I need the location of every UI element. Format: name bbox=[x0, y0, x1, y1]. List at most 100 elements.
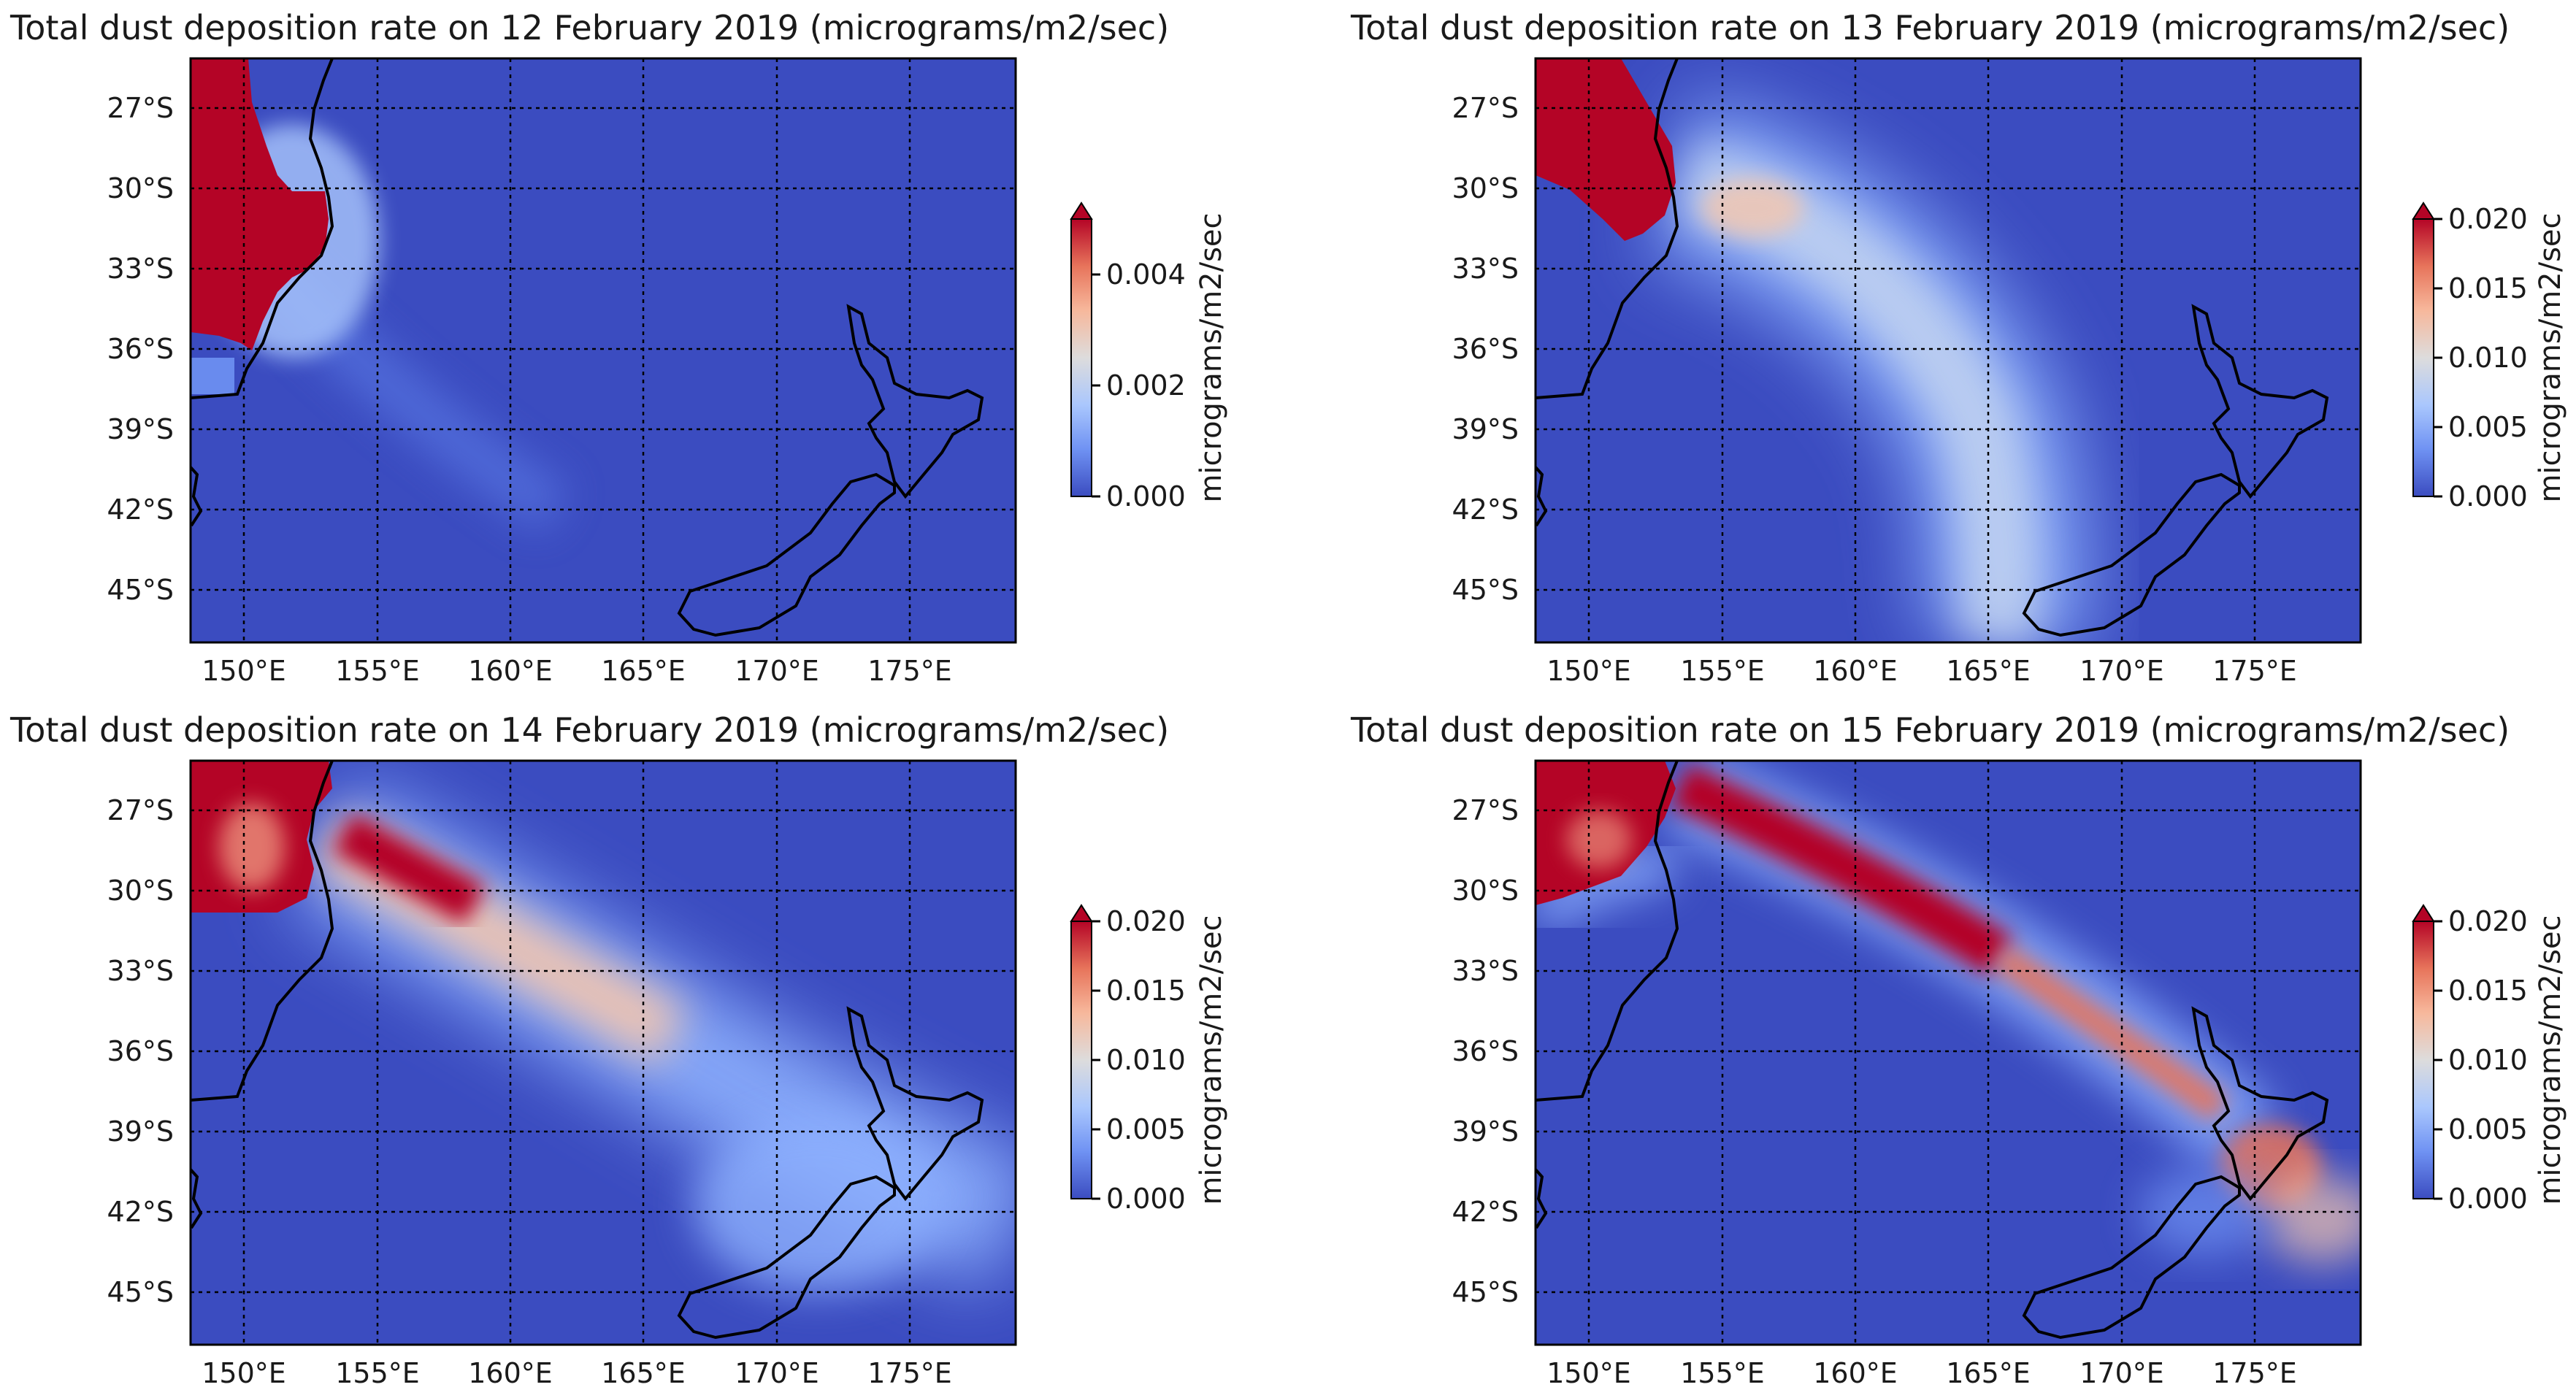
lat-axis-labels: 27°S 30°S 33°S 36°S 39°S 42°S 45°S bbox=[107, 92, 174, 606]
lon-tick: 165°E bbox=[601, 655, 686, 687]
lat-tick: 39°S bbox=[1452, 413, 1519, 445]
lon-tick: 155°E bbox=[335, 1357, 420, 1389]
coastlines bbox=[1536, 761, 2329, 1340]
lat-axis-labels: 27°S 30°S 33°S 36°S 39°S 42°S 45°S bbox=[1452, 92, 1519, 606]
colorbar-label: micrograms/m2/sec bbox=[1195, 915, 1228, 1205]
lon-tick: 170°E bbox=[2079, 655, 2164, 687]
lat-tick: 42°S bbox=[1452, 1196, 1519, 1228]
colorbar: 0.000 0.005 0.010 0.015 0.020 micrograms/m2/… bbox=[2412, 201, 2567, 512]
inland-patch bbox=[219, 803, 285, 891]
colorbar-tick-label: 0.005 bbox=[2448, 1113, 2528, 1145]
colorbar: 0.000 0.005 0.010 0.015 0.020 micrograms/m2/… bbox=[1070, 904, 1228, 1215]
lat-tick: 33°S bbox=[1452, 253, 1519, 285]
lat-tick: 36°S bbox=[1452, 1035, 1519, 1067]
lon-tick: 160°E bbox=[1813, 1357, 1898, 1389]
lat-tick: 45°S bbox=[1452, 1276, 1519, 1308]
lat-tick: 36°S bbox=[107, 333, 174, 365]
colorbar-tick-label: 0.000 bbox=[1106, 480, 1186, 512]
lat-tick: 33°S bbox=[107, 253, 174, 285]
lat-tick: 36°S bbox=[107, 1035, 174, 1067]
lon-tick: 160°E bbox=[468, 655, 553, 687]
colorbar-label: micrograms/m2/sec bbox=[2534, 212, 2567, 502]
lon-tick: 170°E bbox=[735, 1357, 819, 1389]
colorbar-extend-arrow bbox=[1070, 201, 1093, 220]
colorbar-label: micrograms/m2/sec bbox=[1195, 212, 1228, 502]
colorbar-gradient bbox=[1070, 218, 1092, 497]
coastlines bbox=[191, 58, 984, 637]
map-panel-4: Total dust deposition rate on 15 Februar… bbox=[1350, 710, 2567, 1389]
offshore-deposit bbox=[2263, 1175, 2361, 1263]
lon-tick: 150°E bbox=[1546, 655, 1631, 687]
lat-tick: 27°S bbox=[1452, 92, 1519, 124]
panel-title: Total dust deposition rate on 13 Februar… bbox=[1350, 8, 2510, 47]
lon-tick: 175°E bbox=[2212, 1357, 2297, 1389]
colorbar-gradient bbox=[1070, 921, 1092, 1199]
lon-tick: 160°E bbox=[468, 1357, 553, 1389]
lat-axis-labels: 27°S 30°S 33°S 36°S 39°S 42°S 45°S bbox=[1452, 794, 1519, 1308]
plume-saturated bbox=[332, 813, 486, 925]
map-panel-3: Total dust deposition rate on 14 Februar… bbox=[9, 710, 1228, 1389]
lat-tick: 45°S bbox=[107, 574, 174, 606]
plume-saturated bbox=[1669, 763, 2014, 977]
lat-tick: 27°S bbox=[1452, 794, 1519, 826]
colorbar-tick-label: 0.010 bbox=[2448, 342, 2528, 374]
lon-axis-labels: 150°E 155°E 160°E 165°E 170°E 175°E bbox=[202, 655, 952, 687]
graticule bbox=[1536, 761, 2361, 1345]
lon-tick: 170°E bbox=[735, 655, 819, 687]
lon-tick: 155°E bbox=[1680, 1357, 1765, 1389]
lat-tick: 27°S bbox=[107, 92, 174, 124]
lat-tick: 30°S bbox=[1452, 875, 1519, 907]
map-panel-1: Total dust deposition rate on 12 Februar… bbox=[9, 8, 1228, 687]
map-frame bbox=[189, 759, 1017, 1346]
colorbar-extend-arrow bbox=[2412, 201, 2435, 220]
lat-tick: 39°S bbox=[1452, 1115, 1519, 1148]
colorbar-tick-label: 0.020 bbox=[2448, 203, 2528, 235]
nz-deposit bbox=[694, 1117, 942, 1292]
lat-tick: 33°S bbox=[1452, 955, 1519, 987]
lon-tick: 165°E bbox=[1946, 1357, 2031, 1389]
colorbar-tick-label: 0.005 bbox=[1106, 1113, 1186, 1145]
coastlines bbox=[1536, 58, 2329, 637]
graticule bbox=[191, 761, 1016, 1345]
lon-tick: 155°E bbox=[335, 655, 420, 687]
colorbar: 0.000 0.005 0.010 0.015 0.020 micrograms/m2/… bbox=[2412, 904, 2567, 1215]
colorbar-extend-arrow bbox=[2412, 904, 2435, 922]
plume-peak bbox=[1701, 179, 1803, 237]
lon-axis-labels: 150°E 155°E 160°E 165°E 170°E 175°E bbox=[1546, 1357, 2297, 1389]
inland-patch bbox=[1566, 810, 1632, 869]
lon-tick: 155°E bbox=[1680, 655, 1765, 687]
lat-axis-labels: 27°S 30°S 33°S 36°S 39°S 42°S 45°S bbox=[107, 794, 174, 1308]
colorbar-tick-label: 0.000 bbox=[1106, 1183, 1186, 1215]
lon-tick: 150°E bbox=[202, 655, 286, 687]
panel-title: Total dust deposition rate on 15 Februar… bbox=[1350, 710, 2510, 750]
dust-field bbox=[1536, 58, 2361, 642]
lat-tick: 30°S bbox=[107, 875, 174, 907]
colorbar-extend-arrow bbox=[1070, 904, 1093, 922]
colorbar-tick-label: 0.002 bbox=[1106, 369, 1186, 402]
panel-title: Total dust deposition rate on 12 Februar… bbox=[9, 8, 1169, 47]
dust-field bbox=[1536, 761, 2361, 1345]
lon-axis-labels: 150°E 155°E 160°E 165°E 170°E 175°E bbox=[1546, 655, 2297, 687]
lat-tick: 42°S bbox=[107, 1196, 174, 1228]
colorbar-tick-label: 0.020 bbox=[2448, 905, 2528, 937]
graticule bbox=[1536, 58, 2361, 642]
lat-tick: 27°S bbox=[107, 794, 174, 826]
coastlines bbox=[191, 761, 984, 1340]
colorbar: 0.000 0.002 0.004 micrograms/m2/sec bbox=[1070, 201, 1228, 512]
lat-tick: 30°S bbox=[107, 172, 174, 204]
lat-tick: 42°S bbox=[1452, 493, 1519, 526]
lat-tick: 30°S bbox=[1452, 172, 1519, 204]
lon-tick: 150°E bbox=[202, 1357, 286, 1389]
lat-tick: 33°S bbox=[107, 955, 174, 987]
map-panel-2: Total dust deposition rate on 13 Februar… bbox=[1350, 8, 2567, 687]
saturated-region bbox=[1536, 58, 1676, 241]
colorbar-gradient bbox=[2412, 218, 2434, 497]
lon-tick: 160°E bbox=[1813, 655, 1898, 687]
graticule bbox=[191, 58, 1016, 642]
colorbar-tick-label: 0.000 bbox=[2448, 480, 2528, 512]
colorbar-gradient bbox=[2412, 921, 2434, 1199]
panel-title: Total dust deposition rate on 14 Februar… bbox=[9, 710, 1169, 750]
coastal-patch bbox=[191, 358, 234, 394]
map-frame bbox=[189, 57, 1017, 644]
